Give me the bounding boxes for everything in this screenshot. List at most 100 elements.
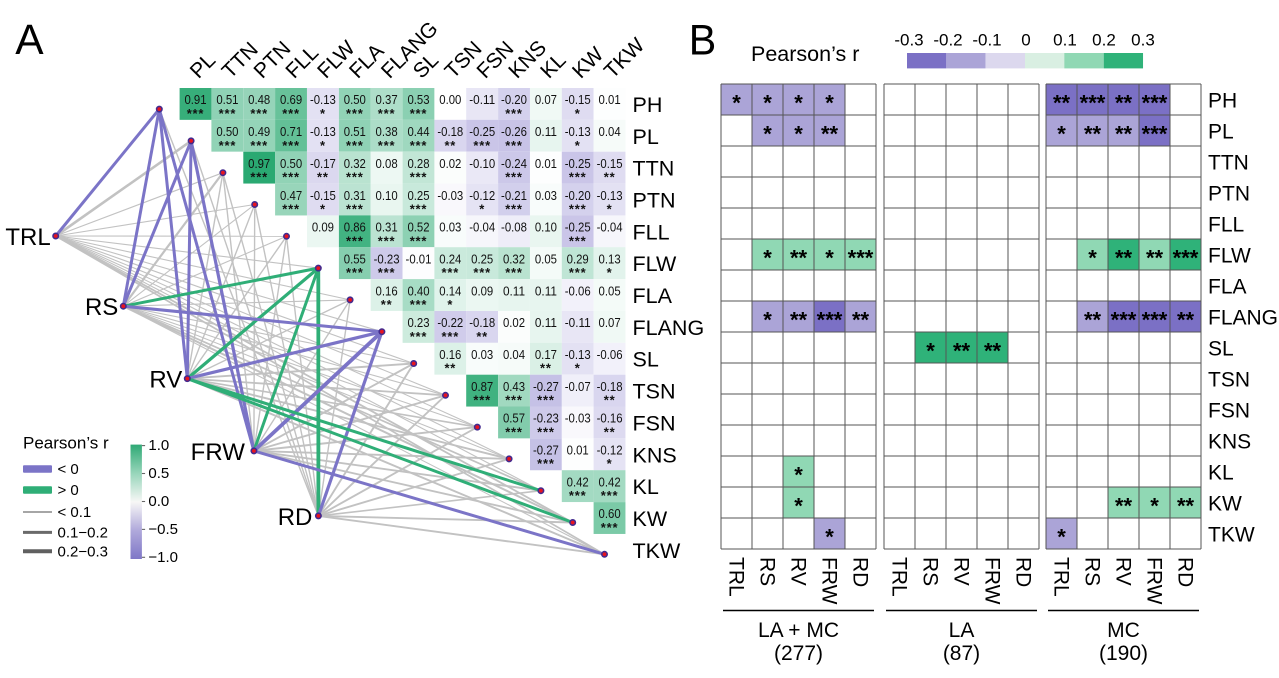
svg-text:RD: RD (1012, 557, 1035, 587)
svg-text:RS: RS (85, 294, 118, 321)
svg-text:RD: RD (278, 504, 313, 531)
svg-text:SL: SL (633, 348, 659, 372)
svg-text:-0.25: -0.25 (469, 124, 495, 139)
svg-text:-0.03: -0.03 (437, 188, 463, 203)
svg-text:TRL: TRL (725, 557, 748, 597)
svg-text:B: B (689, 17, 717, 64)
svg-text:0.01: 0.01 (535, 156, 557, 171)
svg-text:< 0: < 0 (58, 461, 79, 478)
svg-text:0: 0 (1021, 30, 1030, 49)
svg-text:0.11: 0.11 (535, 283, 557, 298)
svg-text:**: ** (953, 339, 971, 364)
svg-text:(190): (190) (1099, 642, 1148, 665)
svg-text:TTN: TTN (1208, 152, 1249, 175)
svg-text:***: *** (537, 393, 555, 408)
svg-text:***: *** (473, 138, 491, 153)
svg-text:FLA: FLA (633, 284, 673, 308)
svg-text:*: * (1057, 122, 1066, 147)
svg-text:***: *** (569, 202, 587, 217)
svg-text:***: *** (505, 106, 523, 121)
svg-text:RS: RS (919, 557, 942, 586)
svg-text:TKW: TKW (633, 539, 681, 563)
svg-text:*: * (763, 308, 772, 333)
svg-text:0.02: 0.02 (439, 156, 461, 171)
svg-text:FSN: FSN (633, 411, 676, 435)
svg-text:***: *** (282, 202, 300, 217)
svg-text:***: *** (378, 138, 396, 153)
svg-text:***: *** (410, 138, 428, 153)
svg-text:*: * (1088, 246, 1097, 271)
svg-text:RS: RS (756, 557, 779, 586)
svg-text:***: *** (505, 424, 523, 439)
svg-text:**: ** (1115, 494, 1133, 519)
svg-text:***: *** (1142, 91, 1168, 116)
svg-text:***: *** (442, 265, 460, 280)
svg-text:0.07: 0.07 (599, 315, 621, 330)
svg-text:**: ** (852, 308, 870, 333)
svg-text:0.03: 0.03 (439, 220, 461, 235)
svg-text:***: *** (505, 202, 523, 217)
svg-text:LA: LA (949, 619, 975, 642)
svg-text:***: *** (505, 265, 523, 280)
svg-text:Pearson’s r: Pearson’s r (23, 434, 109, 453)
svg-text:PH: PH (633, 93, 663, 117)
svg-text:**: ** (476, 329, 488, 344)
svg-text:0.09: 0.09 (312, 220, 334, 235)
svg-text:FRW: FRW (191, 439, 246, 466)
svg-text:***: *** (410, 329, 428, 344)
svg-text:0.01: 0.01 (567, 443, 589, 458)
svg-text:*: * (763, 91, 772, 116)
svg-text:RS: RS (1081, 557, 1104, 586)
svg-text:***: *** (1173, 246, 1199, 271)
svg-text:***: *** (410, 106, 428, 121)
svg-text:***: *** (505, 170, 523, 185)
svg-text:0.1−0.2: 0.1−0.2 (58, 525, 108, 542)
svg-text:***: *** (346, 265, 364, 280)
svg-text:*: * (575, 361, 581, 376)
svg-text:***: *** (569, 233, 587, 248)
svg-text:***: *** (569, 488, 587, 503)
svg-text:*: * (320, 202, 326, 217)
svg-text:TTN: TTN (633, 157, 675, 181)
svg-text:KW: KW (1208, 493, 1242, 516)
svg-text:***: *** (473, 393, 491, 408)
svg-text:*: * (825, 525, 834, 550)
svg-text:***: *** (569, 170, 587, 185)
svg-text:KL: KL (1208, 462, 1234, 485)
svg-text:-0.10: -0.10 (469, 156, 495, 171)
svg-text:FLW: FLW (1208, 245, 1251, 268)
svg-text:RD: RD (1174, 557, 1197, 587)
svg-text:0.2: 0.2 (1092, 30, 1116, 49)
svg-text:-0.3: -0.3 (894, 30, 923, 49)
svg-text:> 0: > 0 (58, 482, 79, 499)
svg-text:**: ** (381, 297, 393, 312)
svg-text:**: ** (984, 339, 1002, 364)
svg-text:***: *** (1142, 122, 1168, 147)
svg-text:***: *** (1080, 91, 1106, 116)
svg-text:FLA: FLA (1208, 276, 1247, 299)
svg-text:0.09: 0.09 (471, 283, 493, 298)
svg-text:0.5: 0.5 (148, 465, 169, 482)
svg-text:PL: PL (633, 125, 659, 149)
svg-text:LA + MC: LA + MC (758, 619, 839, 642)
svg-text:***: *** (346, 106, 364, 121)
svg-text:***: *** (346, 170, 364, 185)
svg-text:0.11: 0.11 (535, 315, 557, 330)
svg-text:PL: PL (1208, 121, 1234, 144)
svg-text:**: ** (1115, 122, 1133, 147)
svg-text:**: ** (604, 424, 616, 439)
svg-text:RV: RV (149, 367, 182, 394)
svg-text:*: * (320, 138, 326, 153)
svg-text:0.2−0.3: 0.2−0.3 (58, 543, 108, 560)
svg-text:0.50: 0.50 (216, 124, 238, 139)
svg-text:0.11: 0.11 (503, 283, 525, 298)
svg-text:***: *** (282, 106, 300, 121)
svg-text:***: *** (537, 456, 555, 471)
svg-text:RV: RV (950, 557, 973, 586)
svg-text:0.51: 0.51 (344, 124, 366, 139)
svg-text:***: *** (410, 233, 428, 248)
svg-text:**: ** (444, 361, 456, 376)
svg-text:FRW: FRW (818, 557, 841, 605)
svg-text:***: *** (346, 233, 364, 248)
svg-text:**: ** (604, 393, 616, 408)
